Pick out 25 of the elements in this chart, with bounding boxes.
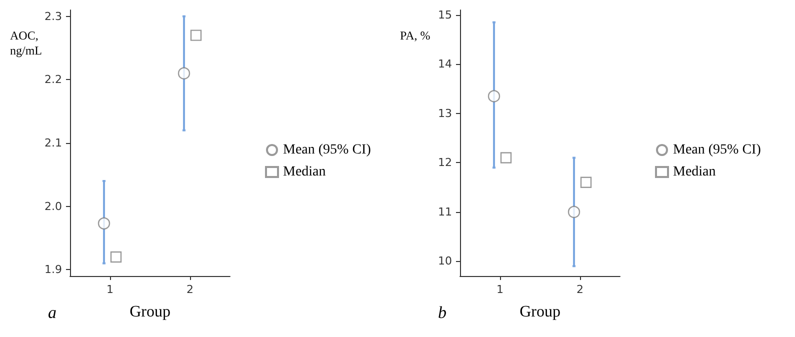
x-axis-title: Group	[520, 304, 560, 320]
x-tick-label: 2	[576, 283, 584, 296]
y-tick-label: 12	[438, 156, 452, 170]
text: a	[48, 303, 56, 322]
y-tick-label: 11	[438, 205, 452, 218]
legend-label: Median	[673, 164, 716, 180]
x-tick-label: 1	[106, 283, 114, 296]
y-tick-label: 2.2	[44, 73, 62, 86]
y-tick-label: 10	[438, 254, 452, 268]
y-tick-label: 1.9	[44, 263, 62, 276]
y-axis-title: AOC, ng/mL	[10, 28, 42, 58]
y-tick-label: 2.3	[44, 10, 62, 23]
y-tick-label: 2.0	[44, 200, 62, 213]
y-axis-title: PA, %	[400, 28, 430, 42]
y-tick-label: 15	[438, 8, 452, 22]
legend-label: Median	[283, 164, 326, 180]
x-axis-title: Group	[130, 304, 170, 320]
y-tick-label: 2.1	[44, 136, 62, 150]
text: b	[438, 303, 446, 322]
legend-label: Mean (95% CI)	[283, 142, 372, 158]
y-tick-label: 14	[438, 58, 452, 71]
y-tick-label: 13	[438, 106, 452, 120]
x-tick-label: 2	[186, 283, 194, 296]
legend-label: Mean (95% CI)	[673, 142, 762, 158]
x-tick-label: 1	[496, 283, 504, 296]
